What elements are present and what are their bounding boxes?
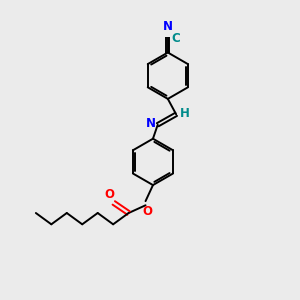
Text: H: H <box>180 106 190 120</box>
Text: N: N <box>163 20 173 33</box>
Text: N: N <box>146 117 156 130</box>
Text: C: C <box>172 32 180 45</box>
Text: O: O <box>104 188 114 200</box>
Text: O: O <box>142 205 152 218</box>
